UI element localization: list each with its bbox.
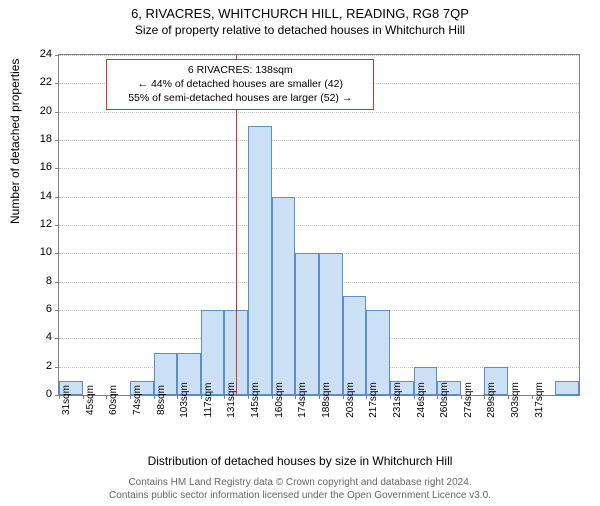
x-tick-label: 145sqm [250,382,261,418]
y-tick-label: 16 [40,161,52,173]
y-tick-mark [55,253,59,254]
x-tick-label: 188sqm [321,382,332,418]
x-tick-label: 117sqm [203,383,214,418]
x-tick-label: 260sqm [439,382,450,418]
x-tick-label: 131sqm [226,382,237,418]
x-tick-label: 103sqm [179,382,190,418]
x-tick-label: 231sqm [392,382,403,418]
x-tick-label: 246sqm [416,382,427,418]
annotation-box: 6 RIVACRES: 138sqm← 44% of detached hous… [106,59,374,110]
x-tick-label: 289sqm [486,382,497,418]
x-tick-label: 317sqm [534,382,545,418]
chart-title-sub: Size of property relative to detached ho… [0,23,600,37]
x-tick-label: 74sqm [132,385,143,415]
x-tick-label: 88sqm [156,385,167,415]
y-tick-label: 18 [40,133,52,145]
chart-plot-area: 6 RIVACRES: 138sqm← 44% of detached hous… [58,54,580,396]
y-tick-mark [55,168,59,169]
grid-line [59,225,579,226]
histogram-bar [343,296,367,395]
grid-line [59,197,579,198]
x-tick-label: 274sqm [463,382,474,418]
footer-attribution: Contains HM Land Registry data © Crown c… [0,476,600,502]
y-tick-mark [55,338,59,339]
y-tick-label: 22 [40,76,52,88]
histogram-bar [319,253,343,395]
x-tick-label: 303sqm [510,382,521,418]
y-tick-label: 24 [40,48,52,60]
histogram-bar [248,126,272,395]
x-axis-label: Distribution of detached houses by size … [0,454,600,468]
y-tick-mark [55,367,59,368]
y-tick-mark [55,112,59,113]
y-tick-mark [55,140,59,141]
chart-title-main: 6, RIVACRES, WHITCHURCH HILL, READING, R… [0,6,600,21]
y-tick-mark [55,55,59,56]
y-tick-label: 12 [40,218,52,230]
x-tick-label: 45sqm [85,385,96,415]
y-tick-label: 0 [46,388,52,400]
y-tick-container: 024681012141618202224 [0,54,56,394]
x-tick-label: 203sqm [345,382,356,418]
y-tick-label: 10 [40,246,52,258]
y-tick-mark [55,225,59,226]
x-tick-label: 217sqm [368,382,379,418]
histogram-bar [555,381,579,395]
x-tick-label: 60sqm [108,385,119,415]
y-tick-label: 2 [46,360,52,372]
grid-line [59,55,579,56]
grid-line [59,168,579,169]
x-tick-container: 31sqm45sqm60sqm74sqm88sqm103sqm117sqm131… [58,396,578,446]
x-tick-label: 31sqm [61,385,72,415]
grid-line [59,112,579,113]
x-tick-label: 174sqm [297,382,308,418]
annotation-line-1: 6 RIVACRES: 138sqm [113,63,367,77]
y-tick-mark [55,197,59,198]
footer-line-1: Contains HM Land Registry data © Crown c… [0,476,600,489]
y-tick-label: 14 [40,190,52,202]
y-tick-label: 4 [46,331,52,343]
annotation-line-3: 55% of semi-detached houses are larger (… [113,91,367,105]
grid-line [59,140,579,141]
y-tick-label: 8 [46,275,52,287]
x-tick-label: 160sqm [274,382,285,418]
annotation-line-2: ← 44% of detached houses are smaller (42… [113,77,367,91]
y-tick-mark [55,282,59,283]
y-tick-mark [55,83,59,84]
y-tick-label: 20 [40,105,52,117]
y-tick-label: 6 [46,303,52,315]
footer-line-2: Contains public sector information licen… [0,489,600,502]
y-tick-mark [55,310,59,311]
histogram-bar [295,253,319,395]
histogram-bar [272,197,296,395]
